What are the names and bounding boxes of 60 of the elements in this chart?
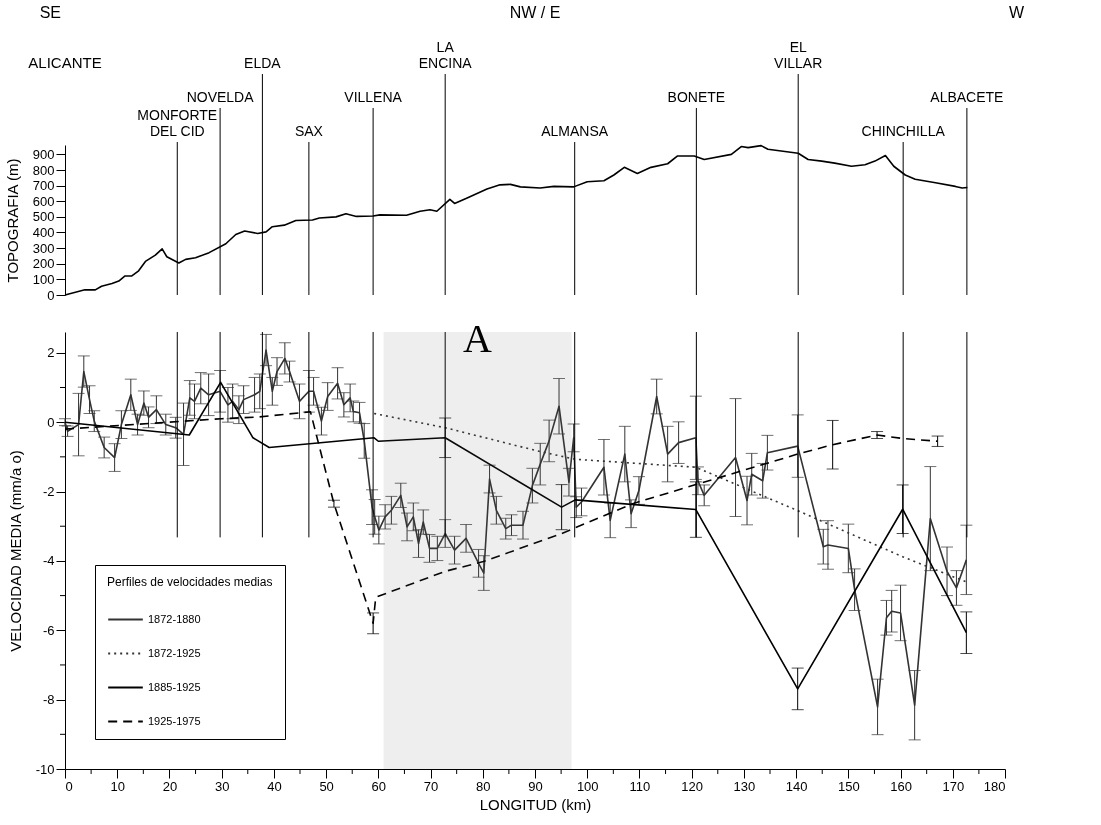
y-tick-label: 800 <box>32 162 55 178</box>
text: W <box>1009 4 1025 21</box>
y-tick-label: 200 <box>32 256 55 272</box>
y-axis-title: VELOCIDAD MEDIA (mm/a o) <box>6 450 24 652</box>
y-tick-label: 0 <box>47 414 55 430</box>
ref-line-label: LA ENCINA <box>418 39 473 71</box>
legend-label: 1925-1975 <box>148 714 201 727</box>
x-axis-title: LONGITUD (km) <box>479 795 592 813</box>
text: SE <box>39 4 61 21</box>
y-tick-label: -10 <box>35 761 55 777</box>
x-tick-label: 90 <box>528 778 543 794</box>
ref-line-label: EL VILLAR <box>774 39 823 71</box>
y-tick-label: 700 <box>32 178 55 194</box>
ref-line-label: VILLENA <box>344 89 403 105</box>
x-tick-label: 60 <box>371 778 387 794</box>
text: NW / E <box>509 4 561 21</box>
y-tick-label: 400 <box>32 225 55 240</box>
y-axis-title: TOPOGRAFIA (m) <box>3 158 21 283</box>
y-tick-label: 500 <box>32 209 55 225</box>
x-tick-label: 40 <box>267 778 282 794</box>
legend-label: 1872-1925 <box>148 646 201 659</box>
ref-line-label: NOVELDA <box>186 89 255 105</box>
y-tick-label: 0 <box>47 287 55 303</box>
ref-line-label: ELDA <box>244 55 282 71</box>
ref-line-label: ALBACETE <box>930 89 1004 105</box>
x-tick-label: 10 <box>110 778 125 794</box>
ref-line-label: BONETE <box>667 89 726 105</box>
y-tick-label: -6 <box>42 622 55 638</box>
y-tick-label: 100 <box>32 271 55 287</box>
y-tick-label: 2 <box>47 345 55 361</box>
x-tick-label: 150 <box>837 778 860 794</box>
y-tick-label: 300 <box>32 240 55 256</box>
y-tick-label: -4 <box>42 553 55 569</box>
legend-title: Perfiles de velocidades medias <box>107 575 273 589</box>
legend-label: 1872-1880 <box>148 612 201 625</box>
x-tick-label: 170 <box>942 778 965 794</box>
x-tick-label: 180 <box>983 778 1006 794</box>
x-tick-label: 70 <box>423 778 439 794</box>
x-tick-label: 50 <box>319 778 334 794</box>
legend-label: 1885-1925 <box>148 680 201 693</box>
y-tick-label: 900 <box>32 146 55 162</box>
ref-line-label: CHINCHILLA <box>861 123 946 139</box>
x-tick-label: 20 <box>162 778 178 794</box>
y-tick-label: 600 <box>32 193 55 209</box>
x-tick-label: 0 <box>65 778 73 794</box>
y-tick-label: -8 <box>42 692 55 708</box>
band-label: A <box>463 316 493 361</box>
x-tick-label: 80 <box>476 778 491 794</box>
x-tick-label: 130 <box>733 778 756 794</box>
text: ALICANTE <box>28 54 102 71</box>
ref-line-label: MONFORTE DEL CID <box>137 107 218 139</box>
x-tick-label: 160 <box>890 778 912 794</box>
ref-line-label: ALMANSA <box>541 123 609 139</box>
y-tick-label: -2 <box>42 484 55 500</box>
x-tick-label: 110 <box>629 778 651 794</box>
x-tick-label: 100 <box>576 778 599 794</box>
x-tick-label: 30 <box>214 778 230 794</box>
x-tick-label: 120 <box>681 778 704 794</box>
ref-line-label: SAX <box>294 123 324 139</box>
x-tick-label: 140 <box>785 778 808 794</box>
